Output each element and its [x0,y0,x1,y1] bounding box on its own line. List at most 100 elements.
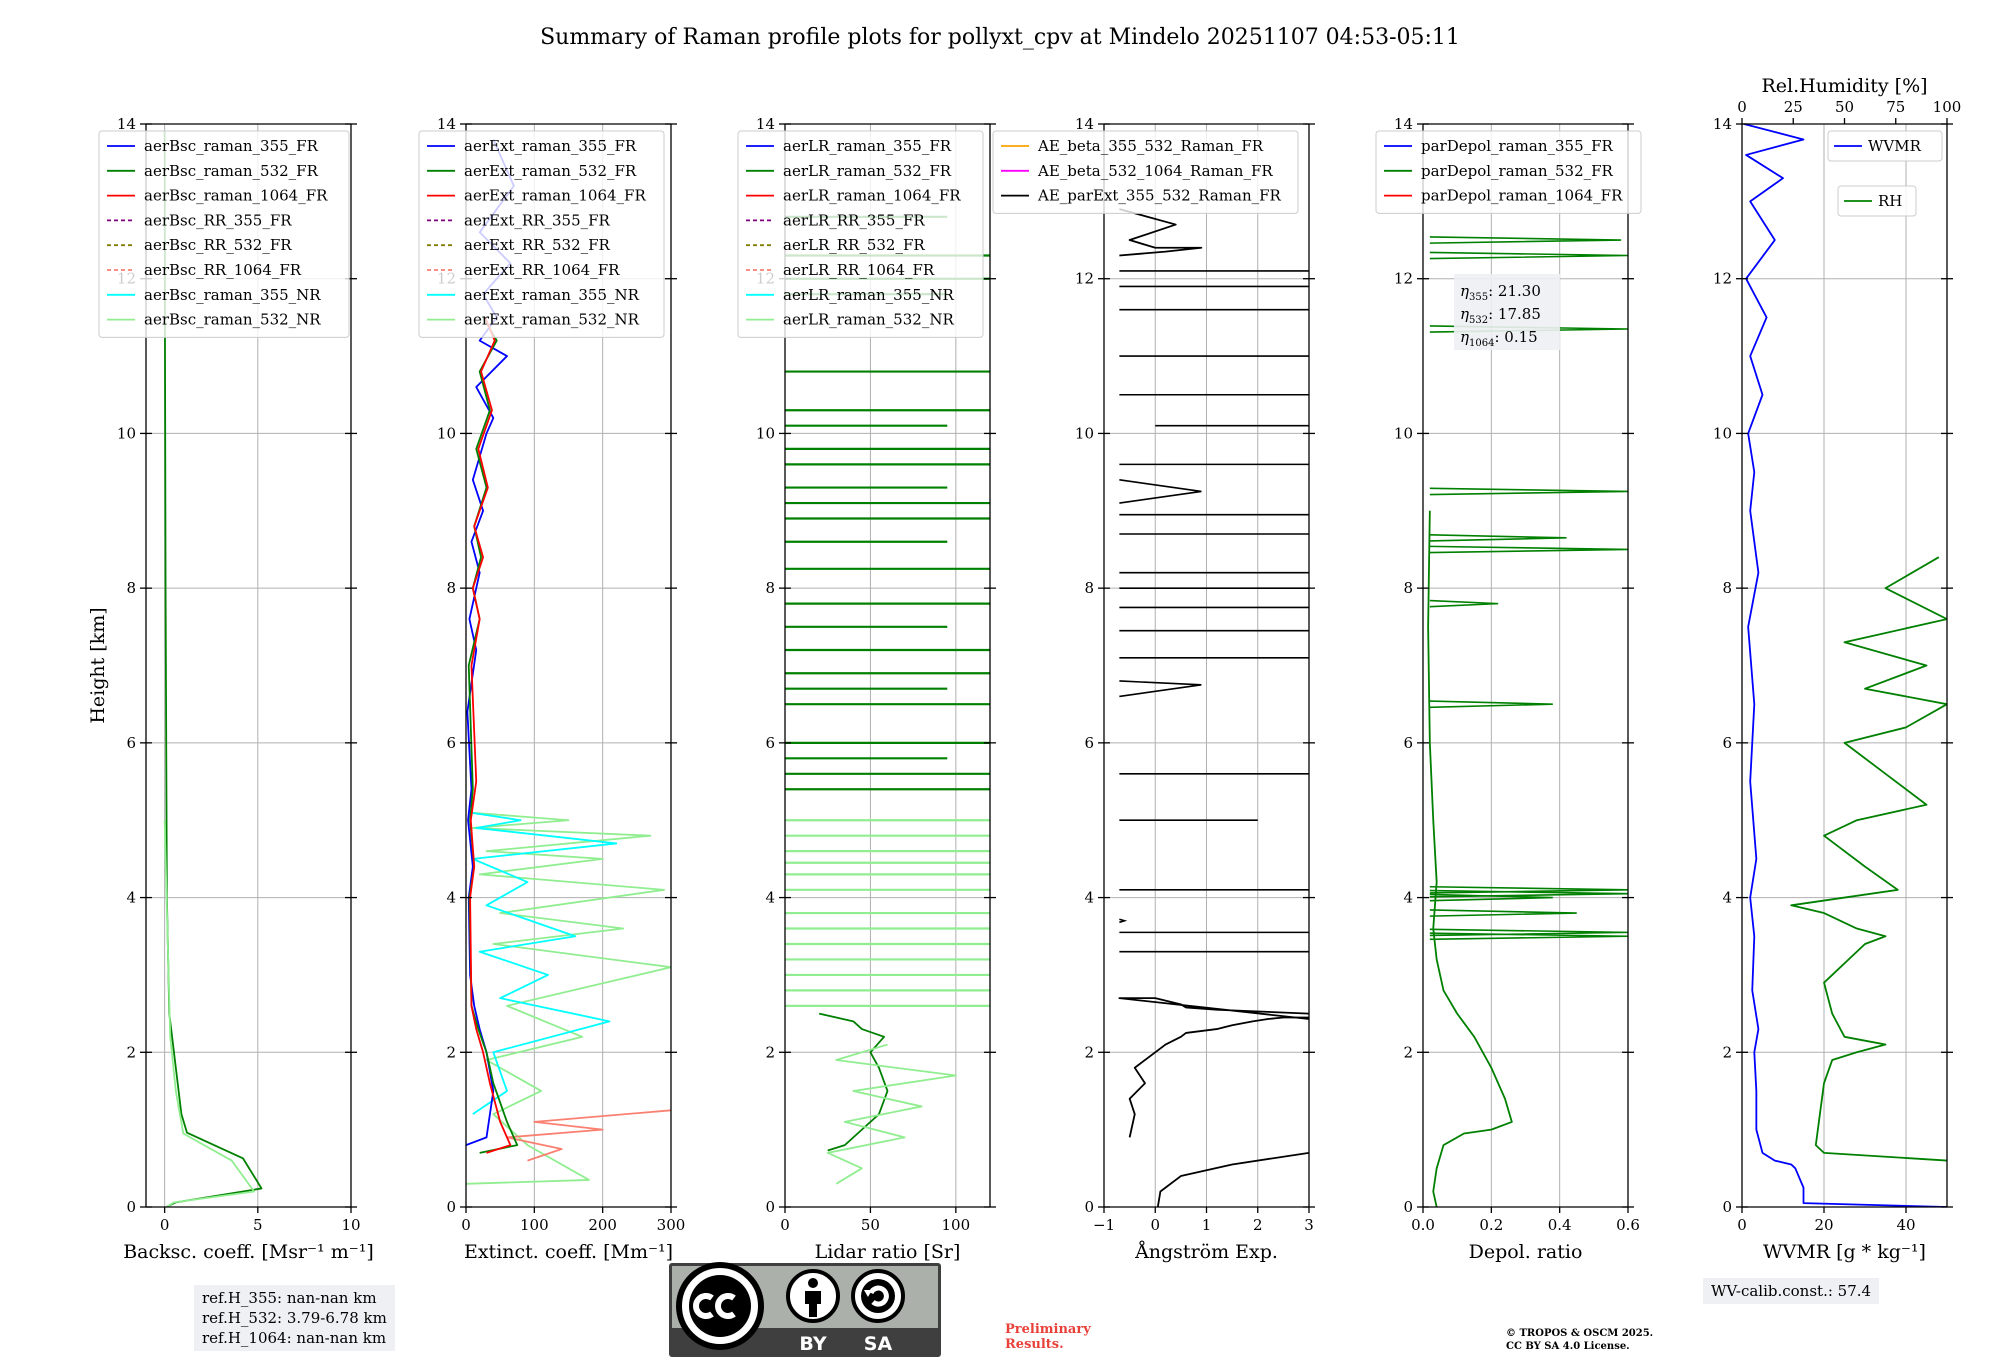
plot-area-wvmr [1743,124,1947,1207]
legend-label: aerLR_raman_355_NR [783,286,954,304]
legend-label: WVMR [1868,137,1922,155]
y-tick-label: 6 [126,734,136,752]
x-tick-label: 3 [1304,1216,1314,1234]
top-x-tick-label: 25 [1784,98,1803,116]
legend-label: aerBsc_raman_355_NR [144,286,321,304]
x-tick-label: 0.0 [1411,1216,1435,1234]
y-tick-label: 12 [1075,270,1094,288]
panel-depol: 0 2 4 6 8 10 12 14 0.0 0.2 0.4 0.6 Depol. ratio parDe… [1375,115,1642,1263]
y-tick-label: 8 [1403,579,1413,597]
eta-row: η1064: 0.15 [1460,328,1538,349]
y-tick-label: 0 [126,1198,136,1216]
y-tick-label: 10 [1713,424,1732,442]
depol-spike-line [1429,885,1628,894]
legend-label: aerExt_RR_1064_FR [464,261,620,279]
y-tick-label: 2 [1722,1043,1732,1061]
ref-height-annotation: ref.H_355: nan-nan km ref.H_532: 3.79-6.… [194,1285,395,1351]
y-tick-label: 8 [1722,579,1732,597]
series-line-AE_parExt_355_532_Raman_FR_low [1128,1016,1309,1138]
ref-height-532: ref.H_532: 3.79-6.78 km [202,1309,387,1327]
top-x-axis-label: Rel.Humidity [%] [1761,75,1927,97]
legend-label: aerBsc_RR_532_FR [144,236,292,254]
y-tick-label: 14 [756,115,775,133]
y-tick-label: 14 [1394,115,1413,133]
license-by-label: BY [799,1333,826,1355]
x-tick-label: 5 [253,1216,263,1234]
copyright-line-2: CC BY SA 4.0 License. [1506,1341,1630,1352]
legend-label: aerLR_raman_532_FR [783,162,952,180]
x-tick-label: 0 [1737,1216,1747,1234]
y-tick-label: 0 [1722,1198,1732,1216]
eta-symbol: η [1460,305,1469,323]
y-tick-label: 6 [765,734,775,752]
y-tick-label: 4 [1403,889,1413,907]
y-tick-label: 14 [117,115,136,133]
depol-spike-line [1429,236,1622,244]
series-line-aerBsc_raman_532_NR [163,820,255,1207]
license-sa-label: SA [864,1333,893,1355]
y-tick-label: 8 [765,579,775,597]
panel-lidarratio: 02468101214050100Lidar ratio [Sr]aerLR_r… [737,115,996,1263]
x-tick-label: 0.4 [1548,1216,1572,1234]
series-line-AE_parExt_355_532_Raman_FR [1156,1151,1309,1207]
ref-height-355: ref.H_355: nan-nan km [202,1289,377,1307]
series-line-parDepol_raman_532_FR [1427,510,1513,1207]
x-tick-label: 0.6 [1616,1216,1640,1234]
y-tick-label: 8 [446,579,456,597]
x-tick-label: 0 [1150,1216,1160,1234]
top-x-tick-label: 0 [1737,98,1747,116]
ae-spike-line [1119,680,1202,698]
x-tick-label: 10 [341,1216,360,1234]
depol-spike-line [1429,599,1499,608]
depol-spike-line [1429,533,1567,542]
legend-label: aerExt_raman_1064_FR [464,187,646,205]
series-line-aerExt_raman_355_NR [469,811,618,1115]
x-axis-label: Backsc. coeff. [Msr⁻¹ m⁻¹] [123,1241,374,1263]
x-axis-label: Depol. ratio [1469,1241,1583,1263]
depol-spike-line [1429,928,1628,937]
plot-area-backscatter [163,131,263,1207]
series-line-RH [1790,556,1947,1162]
panel-extinction: 024681012140100200300Extinct. coeff. [Mm… [418,115,686,1263]
legend-label: aerLR_RR_532_FR [783,236,925,254]
legend-label: aerExt_raman_355_NR [464,286,640,304]
series-line-aerBsc_raman_532_FR [163,131,263,1207]
legend-box [418,130,665,338]
y-tick-label: 2 [446,1043,456,1061]
y-tick-label: 4 [765,889,775,907]
eta-symbol: η [1460,282,1469,300]
y-tick-label: 10 [437,424,456,442]
preliminary-line-2: Results. [1005,1337,1064,1352]
y-tick-label: 10 [117,424,136,442]
y-tick-label: 14 [437,115,456,133]
top-x-tick-label: 75 [1886,98,1905,116]
eta-subscript: 355 [1469,292,1488,303]
y-tick-label: 8 [1084,579,1094,597]
y-tick-label: 12 [1394,270,1413,288]
eta-row: η532: 17.85 [1460,305,1541,326]
legend-label: RH [1878,192,1902,210]
y-tick-label: 0 [765,1198,775,1216]
series-line-aerExt_raman_1064_FR [469,317,512,1154]
preliminary-line-1: Preliminary [1005,1322,1091,1337]
legend-label: aerExt_raman_355_FR [464,137,637,155]
x-tick-label: 300 [657,1216,686,1234]
copyright-line-1: © TROPOS & OSCM 2025. [1506,1328,1654,1339]
legend-label: aerBsc_raman_532_NR [144,311,321,329]
panel-backscatter: 024681012140510Backsc. coeff. [Msr⁻¹ m⁻¹… [87,115,374,1263]
figure-title: Summary of Raman profile plots for polly… [540,25,1460,50]
y-tick-label: 6 [446,734,456,752]
depol-spike-line [1429,700,1553,709]
legend-label: aerExt_raman_532_FR [464,162,637,180]
x-axis-label: WVMR [g * kg⁻¹] [1763,1241,1926,1263]
legend-label: aerExt_RR_532_FR [464,236,611,254]
legend-label: aerBsc_raman_355_FR [144,137,319,155]
y-tick-label: 4 [1722,889,1732,907]
series-line-WVMR [1743,124,1947,1207]
y-tick-label: 10 [756,424,775,442]
cc-c2-icon [715,1293,736,1319]
y-tick-label: 10 [1394,424,1413,442]
y-tick-label: 0 [446,1198,456,1216]
